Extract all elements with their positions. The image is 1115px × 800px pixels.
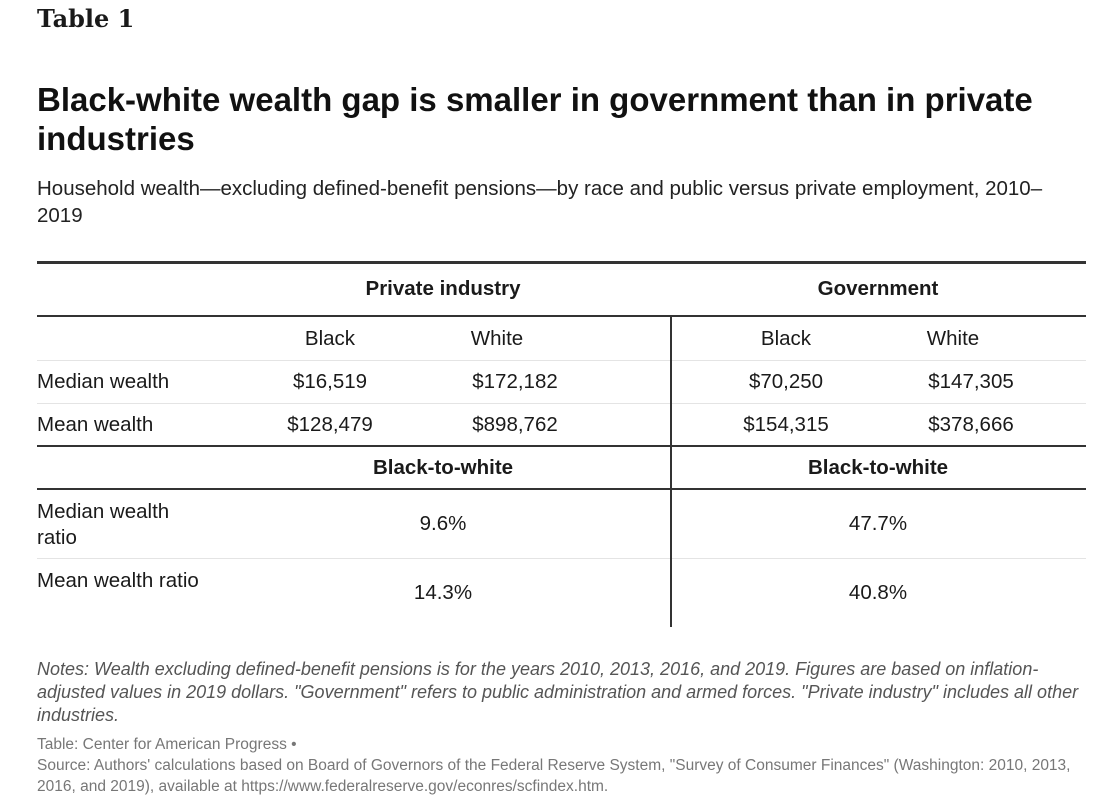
column-header-black: Black bbox=[304, 327, 356, 350]
table-cell: $128,479 bbox=[287, 413, 373, 436]
table-notes: Notes: Wealth excluding defined-benefit … bbox=[37, 659, 1079, 725]
table-cell: $16,519 bbox=[292, 370, 368, 393]
table-cell: $147,305 bbox=[928, 370, 1014, 393]
table-top-rule bbox=[37, 261, 1086, 264]
row-divider bbox=[37, 403, 1086, 404]
row-label-mean-wealth: Mean wealth bbox=[37, 413, 154, 436]
table-label: Table 1 bbox=[37, 4, 135, 33]
table-subtitle: Household wealth—excluding defined-benef… bbox=[37, 177, 1043, 227]
table-cell: $154,315 bbox=[743, 413, 829, 436]
table-cell: $378,666 bbox=[928, 413, 1014, 436]
ratio-header-rule bbox=[37, 488, 1086, 490]
table-cell: $70,250 bbox=[748, 370, 824, 393]
table-title: Black-white wealth gap is smaller in gov… bbox=[37, 81, 1033, 157]
data-table: Private industry Government Black White … bbox=[37, 261, 1086, 629]
table-cell: 47.7% bbox=[848, 512, 908, 535]
column-header-rule bbox=[37, 360, 1086, 361]
table-cell: 14.3% bbox=[413, 581, 473, 604]
section-rule bbox=[37, 445, 1086, 447]
table-credit: Table: Center for American Progress • So… bbox=[37, 734, 1087, 797]
row-label-median-ratio: Median wealth ratio bbox=[37, 500, 170, 549]
column-header-white: White bbox=[470, 327, 524, 350]
group-header-government: Government bbox=[817, 277, 939, 300]
table-cell: 9.6% bbox=[419, 512, 467, 535]
column-header-white: White bbox=[926, 327, 980, 350]
row-label-median-wealth: Median wealth bbox=[37, 370, 170, 393]
source-line: Source: Authors' calculations based on B… bbox=[37, 757, 1071, 795]
ratio-header-government: Black-to-white bbox=[807, 456, 949, 479]
table-cell: $898,762 bbox=[472, 413, 558, 436]
row-divider bbox=[37, 558, 1086, 559]
table-cell: 40.8% bbox=[848, 581, 908, 604]
column-header-black: Black bbox=[760, 327, 812, 350]
credit-line: Table: Center for American Progress • bbox=[37, 736, 297, 753]
group-divider bbox=[670, 317, 672, 627]
row-label-mean-ratio: Mean wealth ratio bbox=[37, 569, 199, 592]
ratio-header-private: Black-to-white bbox=[372, 456, 514, 479]
group-header-private: Private industry bbox=[365, 277, 521, 300]
table-cell: $172,182 bbox=[472, 370, 558, 393]
group-header-rule bbox=[37, 315, 1086, 317]
